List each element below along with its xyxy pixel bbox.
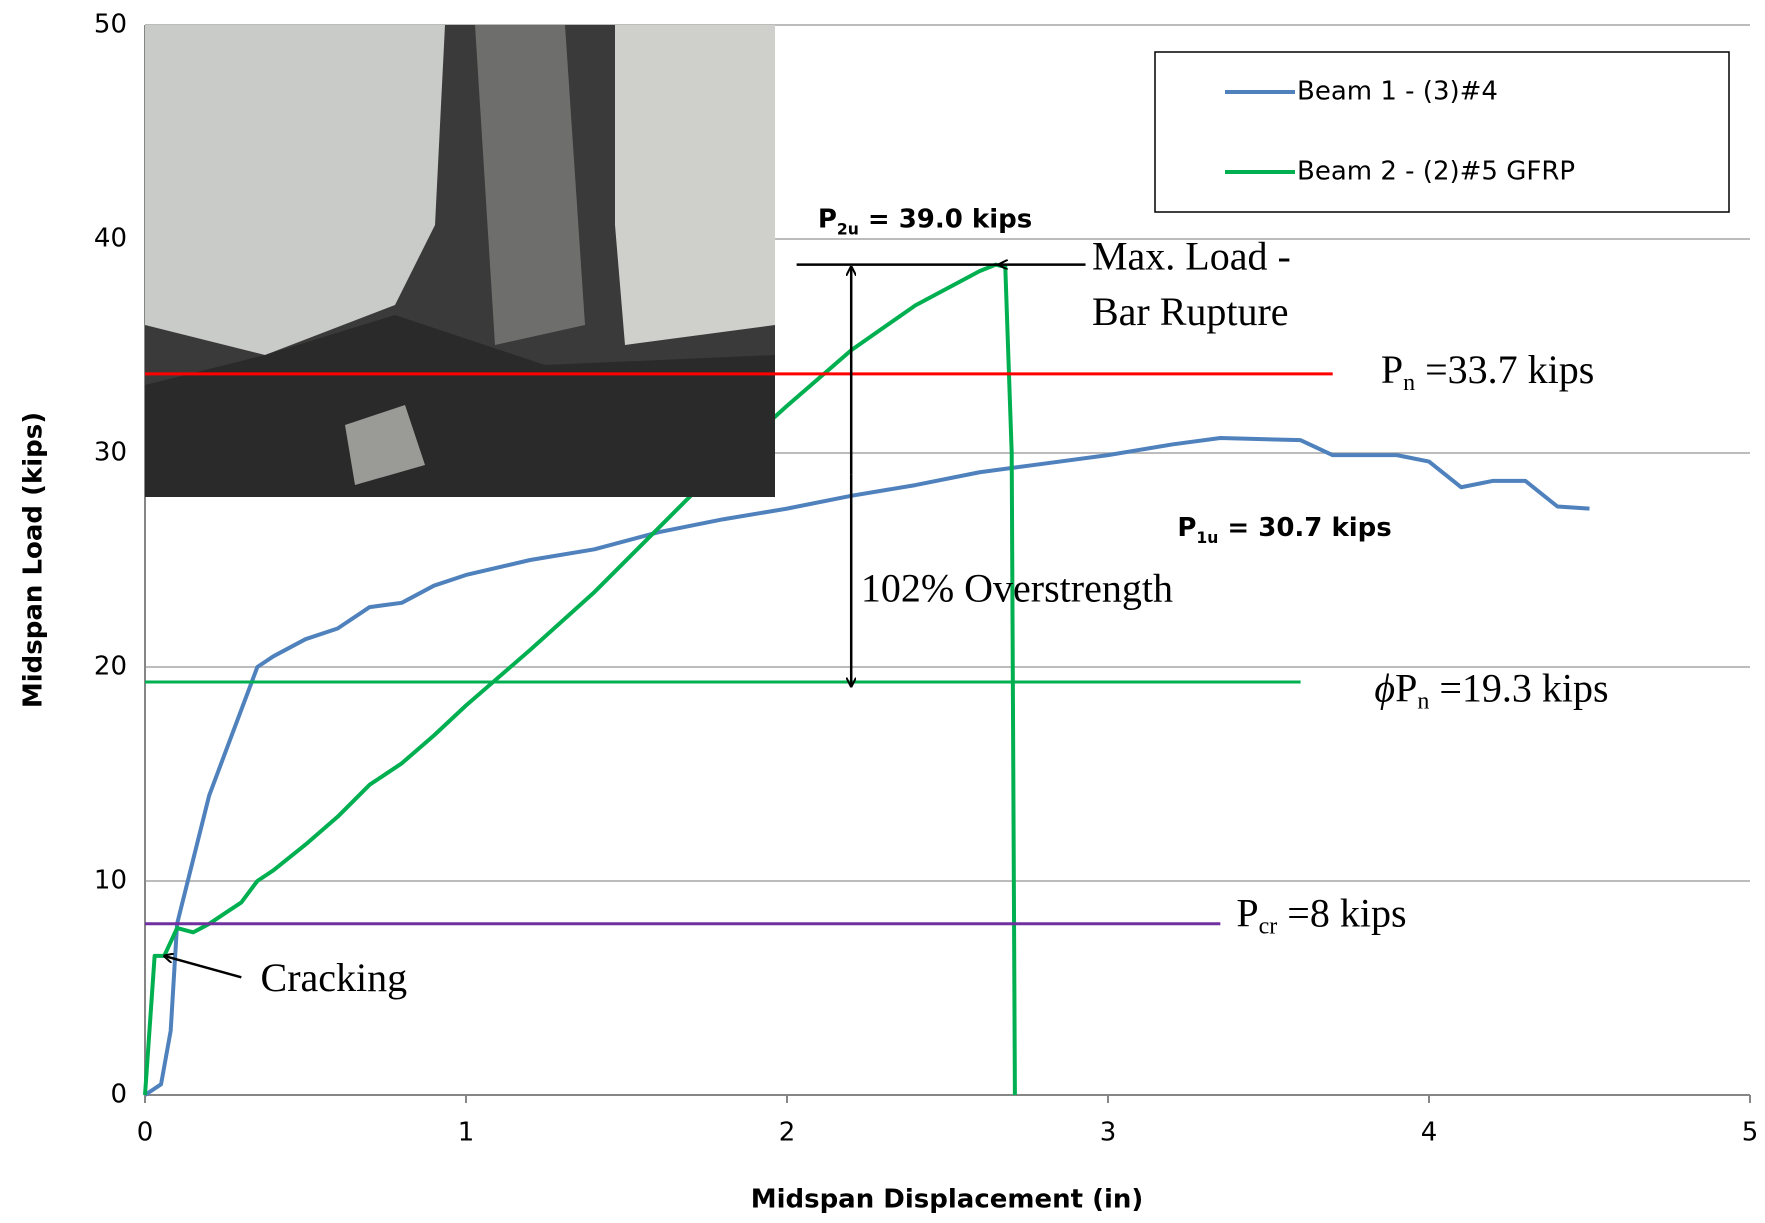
legend-label: Beam 1 - (3)#4 <box>1297 77 1498 107</box>
label-subscript: 1u <box>1196 528 1218 546</box>
label-subscript: n <box>1403 369 1415 395</box>
reference-label: Pcr =8 kips <box>1236 891 1406 939</box>
label-text: =19.3 kips <box>1429 666 1608 711</box>
x-tick-label: 1 <box>458 1118 475 1148</box>
x-tick-label: 4 <box>1421 1118 1438 1148</box>
annotation: Max. Load - <box>1092 234 1291 279</box>
label-subscript: cr <box>1259 913 1278 939</box>
label-text: = 30.7 kips <box>1218 512 1391 542</box>
label-text: =33.7 kips <box>1415 347 1594 392</box>
label-symbol: P <box>1395 666 1417 711</box>
label-subscript: 2u <box>837 220 859 238</box>
reference-label: Pn =33.7 kips <box>1381 347 1595 395</box>
photo-inset <box>145 25 775 497</box>
page: Midspan Displacement (in) Midspan Load (… <box>0 0 1765 1223</box>
annotation: 102% Overstrength <box>861 565 1173 610</box>
legend-label: Beam 2 - (2)#5 GFRP <box>1297 157 1575 187</box>
chart: Midspan Displacement (in) Midspan Load (… <box>0 0 1765 1223</box>
y-tick-label: 50 <box>94 10 127 40</box>
photo-concrete <box>615 25 775 345</box>
x-tick-label: 3 <box>1100 1118 1117 1148</box>
x-tick-label: 0 <box>137 1118 154 1148</box>
y-tick-label: 30 <box>94 438 127 468</box>
peak-label: P2u = 39.0 kips <box>818 204 1032 238</box>
legend: Beam 1 - (3)#4 Beam 2 - (2)#5 GFRP <box>1155 52 1729 212</box>
reference-label: ϕPn =19.3 kips <box>1374 666 1608 714</box>
peak-label: P1u = 30.7 kips <box>1177 512 1391 546</box>
x-tick-label: 2 <box>779 1118 796 1148</box>
y-tick-label: 40 <box>94 224 127 254</box>
x-tick-label: 5 <box>1742 1118 1759 1148</box>
label-text: = 39.0 kips <box>859 204 1032 234</box>
label-symbol: P <box>1236 891 1258 936</box>
label-subscript: n <box>1417 688 1429 714</box>
y-tick-label: 0 <box>110 1080 127 1110</box>
y-tick-label: 10 <box>94 866 127 896</box>
label-text: =8 kips <box>1277 891 1406 936</box>
y-tick-label: 20 <box>94 652 127 682</box>
annotation: Bar Rupture <box>1092 289 1289 334</box>
label-symbol: P <box>1381 347 1403 392</box>
annotation: Cracking <box>261 955 408 1000</box>
label-symbol: P <box>818 204 837 234</box>
label-prefix: ϕ <box>1374 666 1395 711</box>
x-axis-label: Midspan Displacement (in) <box>751 1185 1144 1215</box>
y-axis-label: Midspan Load (kips) <box>19 412 49 708</box>
label-symbol: P <box>1177 512 1196 542</box>
